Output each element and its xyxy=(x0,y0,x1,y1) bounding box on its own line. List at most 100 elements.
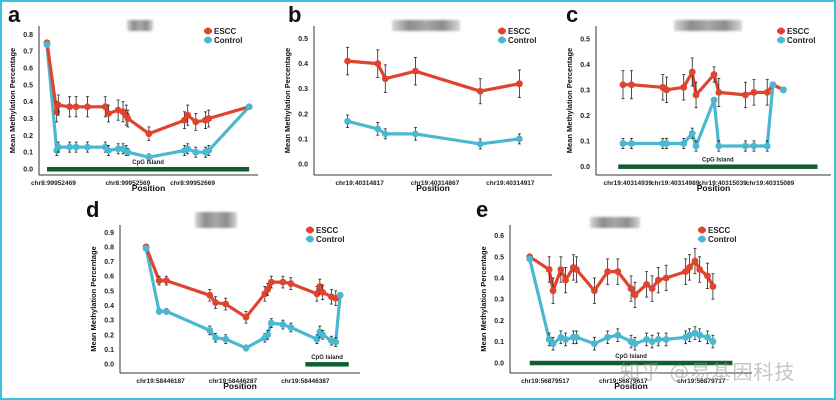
data-point-control xyxy=(573,333,580,341)
x-tick-label: chr8:99952569 xyxy=(105,180,150,187)
data-point-escc xyxy=(72,103,80,111)
y-tick-label: 0.5 xyxy=(298,36,308,43)
y-tick-label: 0.1 xyxy=(104,347,114,354)
data-point-control xyxy=(155,307,163,315)
data-point-escc xyxy=(662,274,670,282)
data-point-control xyxy=(43,41,51,48)
panel-label: a xyxy=(8,2,21,27)
series-line-escc xyxy=(144,246,341,319)
x-tick-label: chr19:40314817 xyxy=(335,180,384,187)
panel-b: b 0.0 0.1 0.2 0.3 0.4 0.5 Mean Methylation Per… xyxy=(280,0,560,200)
y-tick-label: 0.3 xyxy=(298,86,308,93)
legend-label: ESCC xyxy=(708,226,730,235)
data-point-control xyxy=(696,331,704,339)
y-axis-label: Mean Methylation Percentage xyxy=(8,48,17,153)
data-point-control xyxy=(242,344,250,352)
data-point-escc xyxy=(222,300,230,308)
redacted-title xyxy=(195,212,237,228)
y-tick-label: 0.2 xyxy=(580,113,590,120)
y-tick-label: 0.9 xyxy=(104,230,114,237)
data-point-escc xyxy=(344,57,352,65)
data-point-control xyxy=(692,142,700,150)
data-point-escc xyxy=(206,291,214,299)
data-point-control xyxy=(686,331,693,339)
y-tick-label: 0.2 xyxy=(494,318,504,325)
x-tick-label: chr19:58446387 xyxy=(281,378,330,385)
watermark: 知乎 @易基因科技 xyxy=(620,360,796,384)
redacted-title xyxy=(392,20,460,31)
data-point-escc xyxy=(557,266,565,273)
x-tick-label: chr19:56879717 xyxy=(677,378,726,385)
y-tick-label: 0.8 xyxy=(23,32,33,39)
panel-c: c 0.0 0.1 0.2 0.3 0.4 0.5 Mean Methylation Per… xyxy=(556,0,836,200)
x-tick-label: chr19:56879517 xyxy=(521,378,570,385)
cpg-island-label: CpG Island xyxy=(132,160,164,166)
y-tick-label: 0.2 xyxy=(298,111,308,118)
y-tick-label: 0.0 xyxy=(104,362,114,369)
data-point-control xyxy=(662,336,670,343)
data-point-escc xyxy=(604,268,612,276)
data-point-escc xyxy=(688,68,696,76)
x-tick-label: chr8:99952469 xyxy=(31,180,76,187)
data-point-control xyxy=(715,142,723,150)
data-point-escc xyxy=(287,280,295,287)
y-tick-label: 0.1 xyxy=(23,150,33,157)
data-point-control xyxy=(206,327,214,334)
data-point-control xyxy=(614,331,622,339)
x-tick-label: chr8:99952669 xyxy=(170,180,215,187)
x-tick-label: chr19:40314867 xyxy=(411,180,460,187)
data-point-escc xyxy=(573,266,580,273)
legend-label: Control xyxy=(708,235,736,244)
data-point-escc xyxy=(212,299,219,306)
data-point-control xyxy=(631,340,639,348)
data-point-escc xyxy=(316,283,324,290)
y-tick-label: 0.6 xyxy=(104,274,114,281)
data-point-escc xyxy=(412,67,419,75)
y-tick-label: 0.3 xyxy=(580,87,590,94)
y-tick-label: 0.8 xyxy=(104,244,114,251)
x-axis-label: Position xyxy=(416,183,450,193)
data-point-escc xyxy=(267,278,275,286)
chart-e: 0.0 0.1 0.2 0.3 0.4 0.5 0.6 Mean Methylation Pe… xyxy=(479,225,752,391)
data-point-control xyxy=(84,143,91,151)
data-point-control xyxy=(680,140,688,147)
data-point-control xyxy=(763,142,771,150)
data-point-escc xyxy=(763,88,771,96)
cpg-island-bar xyxy=(305,362,349,367)
series-line-escc xyxy=(347,59,520,93)
data-point-escc xyxy=(313,290,321,298)
y-tick-label: 0.3 xyxy=(23,116,33,123)
data-point-control xyxy=(319,331,327,339)
y-tick-label: 0.4 xyxy=(580,62,590,69)
data-point-escc xyxy=(614,268,622,276)
panel-label: b xyxy=(288,2,302,27)
panel-e: e 0.0 0.1 0.2 0.3 0.4 0.5 0.6 Mean Methylation … xyxy=(470,195,770,400)
data-point-control xyxy=(710,96,718,104)
legend-label: Control xyxy=(787,36,815,45)
data-point-control xyxy=(66,143,74,151)
data-point-control xyxy=(264,331,272,339)
data-point-escc xyxy=(562,276,569,284)
x-tick-label: chr19:40314989 xyxy=(651,180,700,187)
data-point-control xyxy=(769,81,777,89)
data-point-escc xyxy=(476,87,484,95)
data-point-escc xyxy=(145,130,153,138)
y-axis-label: Mean Methylation Percentage xyxy=(89,246,98,351)
y-tick-label: 0.1 xyxy=(580,138,590,145)
data-point-control xyxy=(562,336,569,343)
cpg-island-label: CpG Island xyxy=(311,355,343,361)
data-point-control xyxy=(184,145,192,153)
y-tick-label: 0.5 xyxy=(494,254,504,261)
data-point-escc xyxy=(591,287,598,295)
data-point-escc xyxy=(155,277,163,285)
data-point-control xyxy=(192,148,200,156)
chart-c: 0.0 0.1 0.2 0.3 0.4 0.5 Mean Methylation Perce… xyxy=(565,26,831,193)
y-tick-label: 0.0 xyxy=(494,360,504,367)
data-point-control xyxy=(222,335,230,343)
x-tick-label: chr19:58446287 xyxy=(209,378,258,385)
data-point-escc xyxy=(319,288,327,296)
series-line-control xyxy=(347,119,520,146)
panel-d: d 0.0 0.1 0.2 0.3 0.4 0.5 0.6 0.7 0.8 0.9 Mean Met… xyxy=(80,195,380,400)
x-axis-label: Position xyxy=(132,183,166,193)
